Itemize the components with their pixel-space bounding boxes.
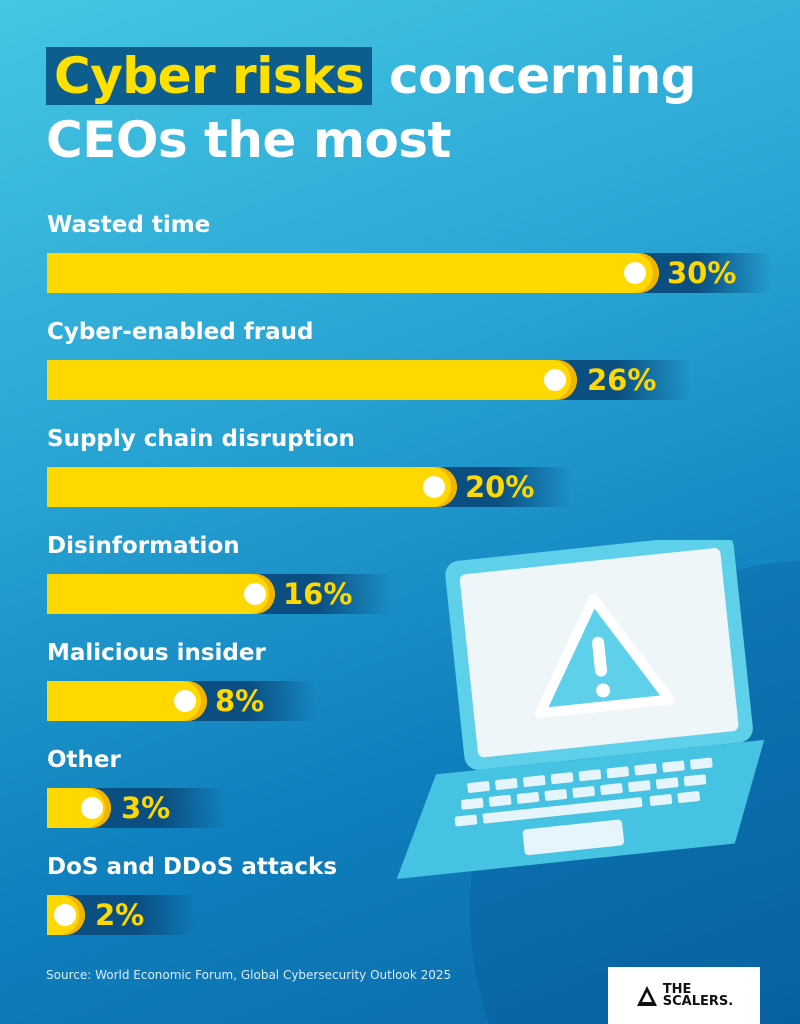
bar-label: DoS and DDoS attacks xyxy=(47,854,338,880)
logo-line2: SCALERS. xyxy=(662,993,734,1009)
title-line2: CEOs the most xyxy=(46,111,451,169)
bar-value: 20% xyxy=(465,470,535,504)
bar-row: Cyber-enabled fraud 26% xyxy=(47,318,772,400)
bar xyxy=(47,467,457,507)
logo: THE SCALERS. xyxy=(608,967,760,1024)
knob-icon xyxy=(174,690,196,712)
bar-label: Wasted time xyxy=(47,212,211,238)
bar-row: Wasted time 30% xyxy=(47,211,772,293)
bar-row: Malicious insider 8% xyxy=(47,639,772,721)
bar-value: 8% xyxy=(215,684,265,718)
bar-value: 16% xyxy=(283,577,353,611)
bar-row: Supply chain disruption 20% xyxy=(47,425,772,507)
bar-value: 3% xyxy=(121,791,171,825)
bar xyxy=(47,360,577,400)
page-title: Cyber risks concerning CEOs the most xyxy=(46,44,696,172)
bar xyxy=(47,574,275,614)
knob-icon xyxy=(244,583,266,605)
source-note: Source: World Economic Forum, Global Cyb… xyxy=(46,968,452,982)
bar-label: Cyber-enabled fraud xyxy=(47,319,314,345)
title-highlight: Cyber risks xyxy=(46,47,373,105)
bar-value: 30% xyxy=(667,256,737,290)
bar-value: 26% xyxy=(587,363,657,397)
knob-icon xyxy=(544,369,566,391)
knob-icon xyxy=(423,476,445,498)
logo-line1: THE xyxy=(662,981,692,997)
bar-label: Malicious insider xyxy=(47,640,266,666)
logo-mountain-icon xyxy=(636,985,657,1006)
bar-label: Other xyxy=(47,747,121,773)
knob-icon xyxy=(81,797,103,819)
laptop-warning-icon xyxy=(396,540,765,880)
bar-label: Disinformation xyxy=(47,533,240,559)
bar-label: Supply chain disruption xyxy=(47,426,355,452)
bar-row: DoS and DDoS attacks 2% xyxy=(47,853,772,935)
bar xyxy=(47,253,659,293)
bar-row: Other 3% xyxy=(47,746,772,828)
bar-value: 2% xyxy=(95,898,145,932)
knob-icon xyxy=(624,262,646,284)
bar-row: Disinformation 16% xyxy=(47,532,772,614)
knob-icon xyxy=(54,904,76,926)
title-line1: concerning xyxy=(389,47,696,105)
